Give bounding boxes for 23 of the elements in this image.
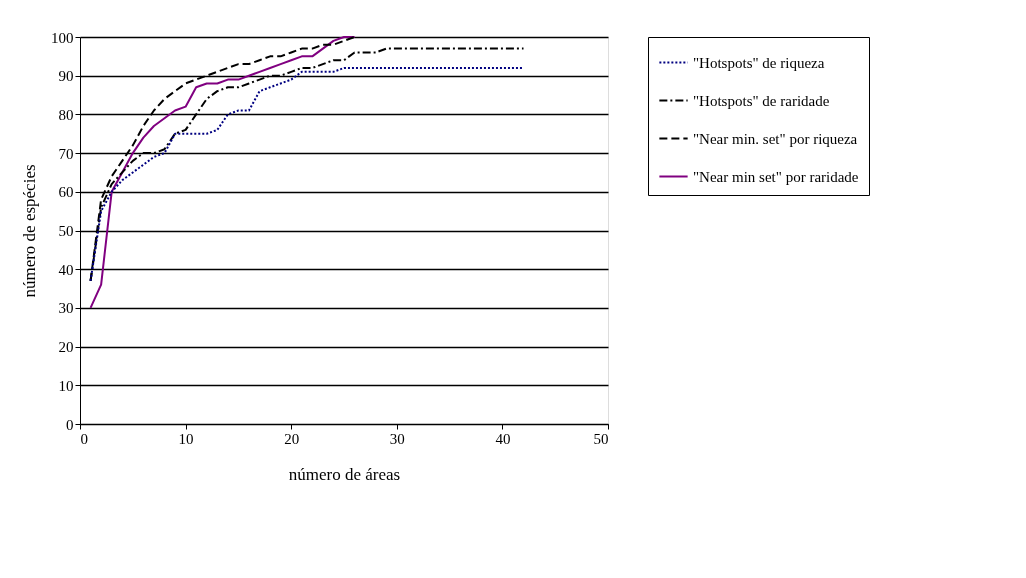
x-tick-label: 30 xyxy=(389,430,405,447)
y-tick-label: 30 xyxy=(58,300,74,317)
y-tick-label: 90 xyxy=(58,68,74,85)
legend-label: "Hotspots" de raridade xyxy=(693,92,830,109)
x-tick-label: 40 xyxy=(495,430,511,447)
y-tick-label: 0 xyxy=(66,416,74,433)
y-tick-label: 20 xyxy=(58,339,74,356)
legend-label: "Near min. set" por riqueza xyxy=(693,130,858,147)
y-tick-label: 50 xyxy=(58,223,74,239)
y-tick-label: 60 xyxy=(58,184,74,201)
y-tick-label: 70 xyxy=(58,145,74,162)
x-tick-label: 0 xyxy=(80,430,88,447)
y-tick-label: 40 xyxy=(58,261,74,278)
x-tick-label: 10 xyxy=(178,430,194,447)
legend-label: "Hotspots" de riqueza xyxy=(693,54,825,71)
x-axis-title: número de áreas xyxy=(288,464,401,484)
x-tick-label: 20 xyxy=(284,430,300,447)
x-tick-label: 50 xyxy=(593,430,609,447)
y-axis-title: número de espécies xyxy=(20,164,39,298)
y-tick-label: 80 xyxy=(58,106,74,123)
legend-label: "Near min set" por raridade xyxy=(693,168,859,185)
y-tick-label: 100 xyxy=(51,29,74,46)
y-tick-label: 10 xyxy=(58,377,74,394)
